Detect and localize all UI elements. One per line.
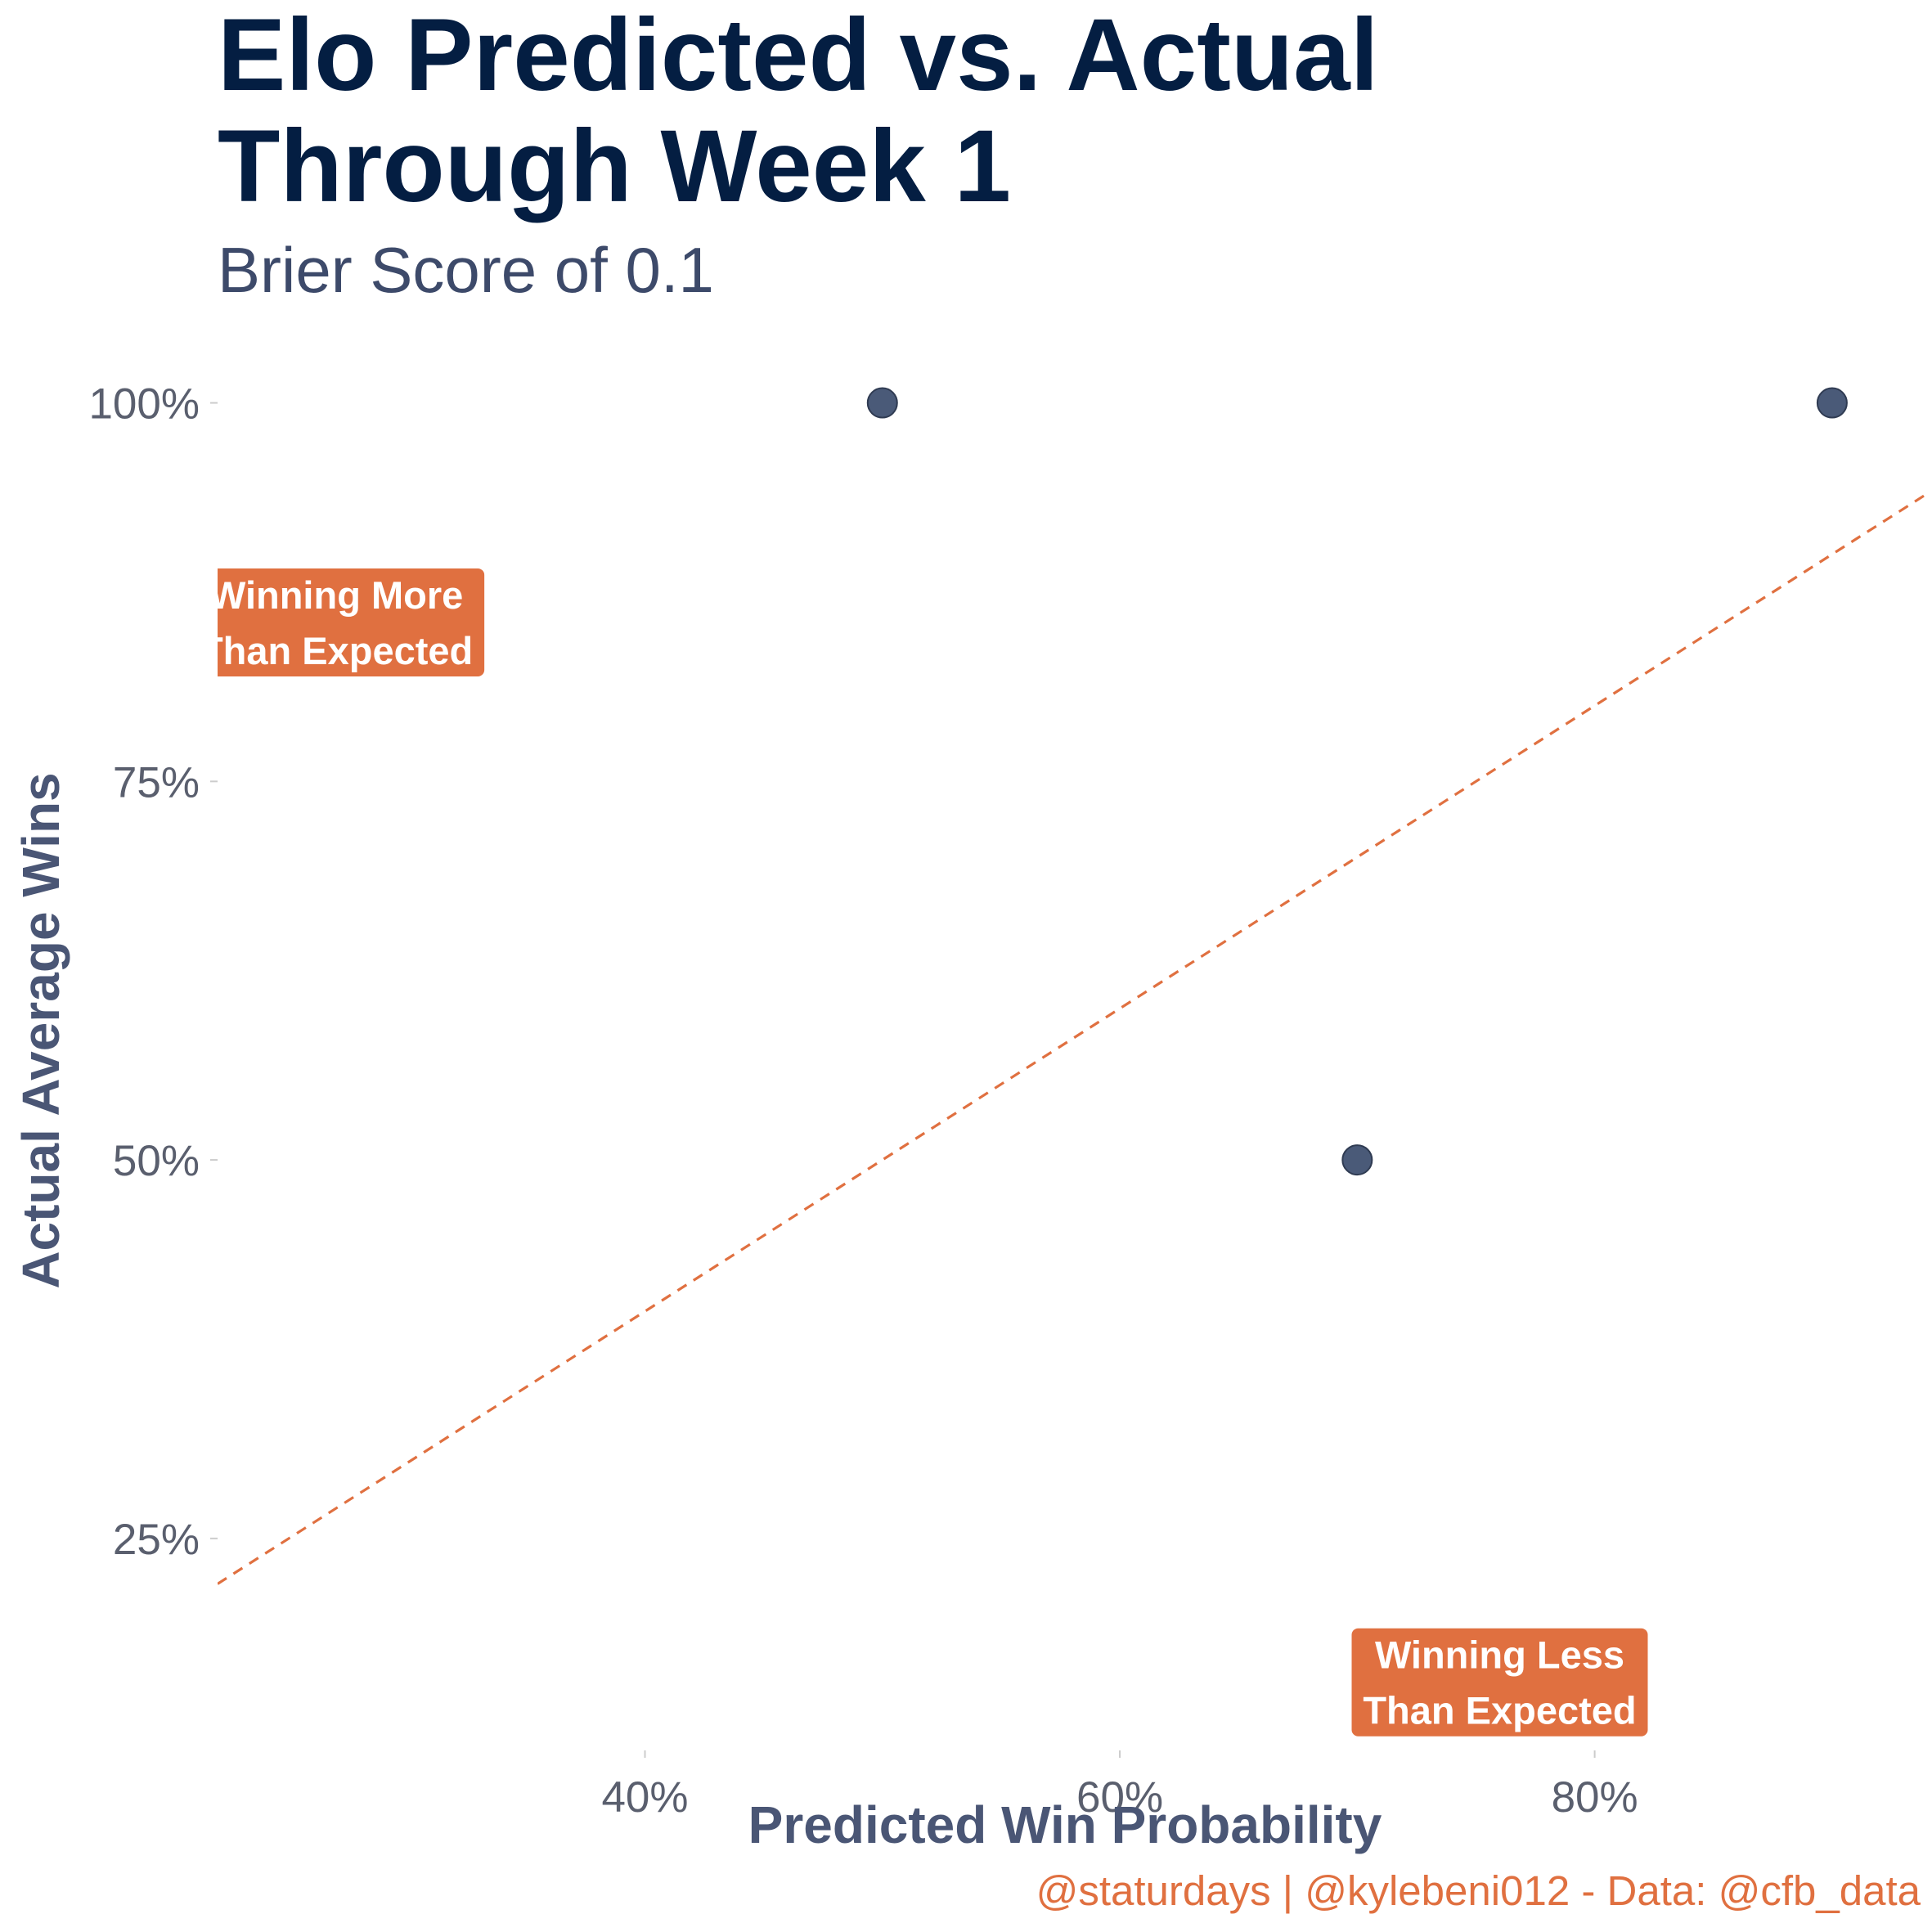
- y-tick-label: 75%: [113, 758, 200, 806]
- data-point: [1341, 1144, 1373, 1176]
- annotation-label-text: Than Expected: [1363, 1689, 1636, 1732]
- data-point: [1816, 387, 1848, 419]
- annotation-label-text: Winning Less: [1375, 1633, 1624, 1677]
- x-tick-label: 60%: [1076, 1773, 1163, 1822]
- x-tick-label: 80%: [1552, 1773, 1638, 1822]
- data-point: [866, 387, 898, 419]
- annotation-label-box: [1351, 1628, 1648, 1737]
- chart-subtitle: Brier Score of 0.1: [218, 234, 714, 306]
- chart-title: Elo Predicted vs. Actual Through Week 1: [218, 0, 1379, 223]
- y-tick-label: 25%: [113, 1516, 200, 1564]
- y-axis-title: Actual Average Wins: [11, 772, 70, 1288]
- x-tick-label: 40%: [601, 1773, 688, 1822]
- chart-caption: @staturdays | @kylebeni012 - Data: @cfb_…: [1036, 1867, 1921, 1914]
- y-tick-label: 50%: [113, 1137, 200, 1185]
- annotation-label-text: Than Expected: [200, 629, 473, 672]
- x-axis-title: Predicted Win Probability: [748, 1795, 1382, 1854]
- y-tick-label: 100%: [88, 380, 200, 429]
- annotation-label-text: Winning More: [209, 573, 463, 617]
- annotation-label-box: [218, 568, 485, 676]
